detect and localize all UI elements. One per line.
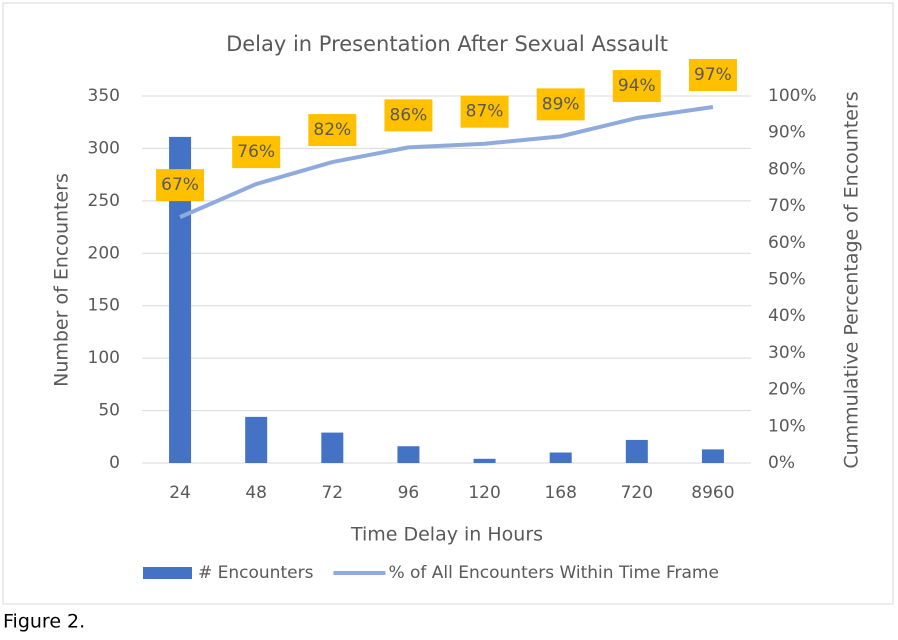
bar: [701, 449, 724, 463]
y2-tick-label: 20%: [768, 380, 806, 400]
y-tick-label: 200: [88, 243, 120, 263]
x-tick-label: 72: [321, 483, 343, 503]
x-tick-label: 24: [169, 483, 191, 503]
data-label: 76%: [237, 142, 275, 162]
legend-swatch: [143, 567, 192, 579]
data-label-box: [384, 99, 433, 132]
bar: [549, 452, 572, 463]
y2-tick-label: 40%: [768, 306, 806, 326]
data-label: 89%: [542, 94, 580, 114]
x-tick-label: 120: [468, 483, 500, 503]
caption: Figure 2.: [3, 611, 85, 633]
y2-tick-label: 100%: [768, 86, 817, 106]
chart-title: Delay in Presentation After Sexual Assau…: [226, 32, 668, 56]
bar: [397, 446, 420, 463]
data-label: 87%: [466, 102, 504, 122]
y2-tick-label: 10%: [768, 416, 806, 436]
legend-label: # Encounters: [198, 563, 314, 583]
bar: [169, 136, 192, 463]
data-label: 82%: [313, 120, 351, 140]
y2-axis-title: Cummulative Percentage of Encounters: [841, 91, 863, 468]
data-label-box: [460, 95, 509, 128]
chart-frame: [2, 2, 894, 605]
data-label-box: [688, 59, 737, 92]
x-axis-title: Time Delay in Hours: [350, 524, 543, 546]
y-tick-label: 50: [98, 401, 120, 421]
data-label-box: [536, 88, 585, 121]
data-label-box: [612, 70, 661, 103]
data-label: 94%: [618, 76, 656, 96]
x-tick-label: 8960: [691, 483, 734, 503]
x-tick-label: 48: [245, 483, 267, 503]
y-tick-label: 300: [88, 138, 120, 158]
line: [179, 105, 714, 219]
bar: [625, 439, 648, 463]
y-tick-label: 250: [88, 191, 120, 211]
y-tick-label: 0: [109, 453, 120, 473]
bar: [245, 416, 268, 463]
data-label: 67%: [161, 175, 199, 195]
x-tick-label: 168: [544, 483, 576, 503]
data-label: 97%: [694, 65, 732, 85]
y-tick-label: 100: [88, 348, 120, 368]
y2-tick-label: 80%: [768, 159, 806, 179]
data-label-box: [232, 136, 281, 169]
data-label-box: [308, 114, 357, 147]
x-tick-label: 96: [398, 483, 420, 503]
data-label-box: [156, 169, 205, 202]
bar: [321, 432, 344, 463]
legend-label: % of All Encounters Within Time Frame: [388, 563, 719, 583]
y-axis-title: Number of Encounters: [51, 173, 73, 387]
y-tick-label: 150: [88, 296, 120, 316]
y2-tick-label: 60%: [768, 233, 806, 253]
data-label: 86%: [390, 105, 428, 125]
y2-tick-label: 30%: [768, 343, 806, 363]
y2-tick-label: 0%: [768, 453, 795, 473]
x-tick-label: 720: [621, 483, 653, 503]
y-tick-label: 350: [88, 86, 120, 106]
y2-tick-label: 50%: [768, 270, 806, 290]
bar: [473, 458, 496, 463]
y2-tick-label: 90%: [768, 123, 806, 143]
y2-tick-label: 70%: [768, 196, 806, 216]
